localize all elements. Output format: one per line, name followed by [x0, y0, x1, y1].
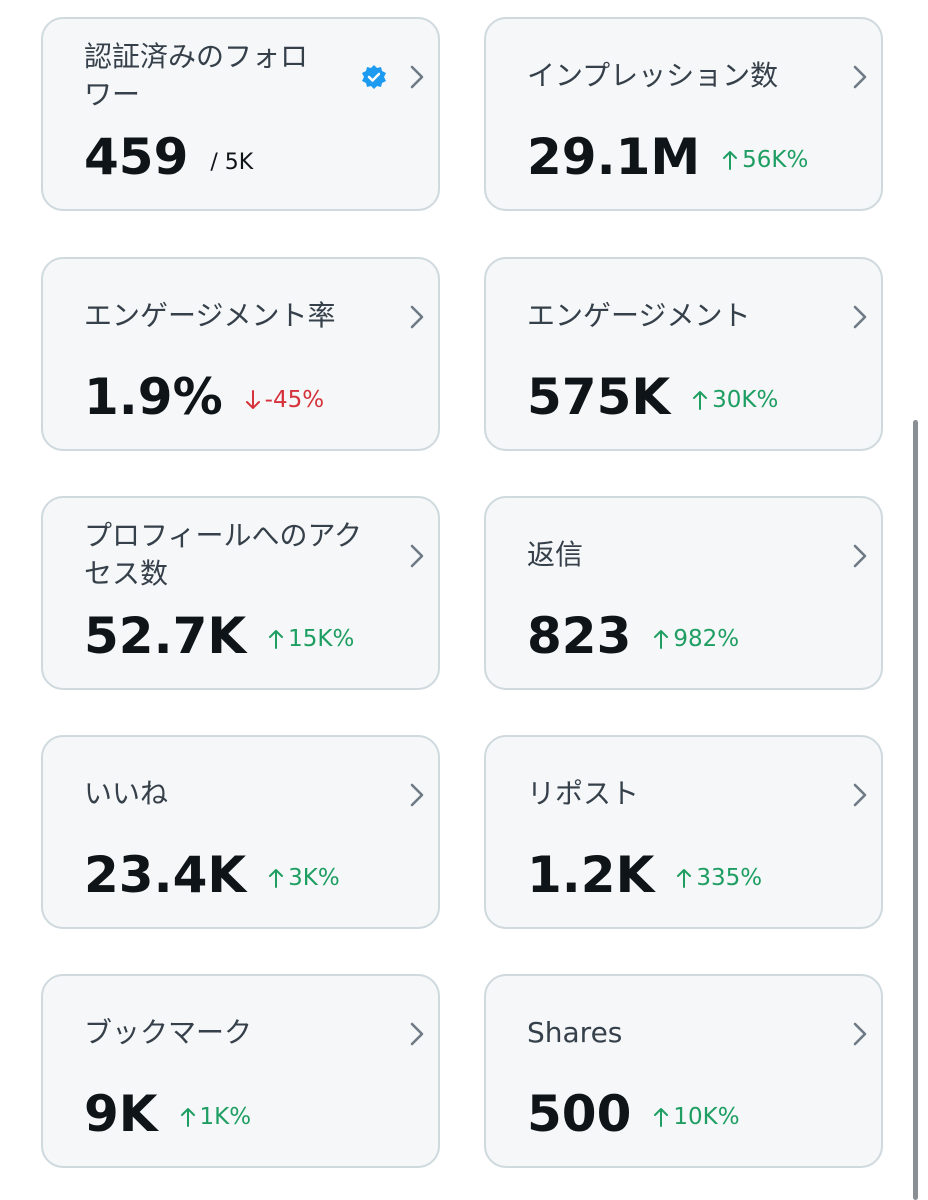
metric-change: 3K% [268, 865, 340, 891]
metric-value: 459 [84, 128, 189, 186]
metric-change: 56K% [722, 147, 808, 173]
chevron [853, 305, 867, 329]
label-box: リポスト [527, 755, 807, 833]
arrow-up [180, 1108, 195, 1127]
metric-card[interactable]: リポスト 1.2K 335% [484, 735, 883, 929]
metric-change: 335% [676, 865, 762, 891]
metric-label: 返信 [527, 538, 584, 571]
value-row: 1.9% -45% [84, 367, 324, 427]
change-text: 30K% [712, 387, 779, 413]
metric-label: 認証済みのフォロワー [84, 40, 309, 111]
label-box: エンゲージメント [527, 277, 807, 355]
chevron [853, 1022, 867, 1046]
metric-label: プロフィールへのアクセス数 [84, 519, 363, 590]
change-text: 335% [696, 865, 763, 891]
arrow-up [693, 391, 708, 410]
value-row: 29.1M 56K% [527, 127, 808, 187]
change-text: 10K% [673, 1104, 740, 1130]
metric-change: 10K% [653, 1104, 740, 1130]
metric-label: エンゲージメント率 [84, 299, 336, 332]
metric-value: 823 [527, 607, 632, 665]
arrow-up [269, 630, 284, 649]
chevron [410, 544, 424, 568]
metric-card[interactable]: 認証済みのフォロワー 459 / 5K [41, 17, 440, 211]
chevron [853, 65, 867, 89]
metric-value: 23.4K [84, 846, 247, 904]
value-row: 575K 30K% [527, 367, 778, 427]
change-text: 56K% [742, 147, 809, 173]
value-row: 823 982% [527, 606, 739, 666]
metric-label: インプレッション数 [527, 59, 779, 92]
metric-change: 15K% [268, 626, 354, 652]
metric-label: いいね [84, 777, 169, 810]
change-text: 15K% [288, 626, 355, 652]
chevron [853, 544, 867, 568]
label-box: 認証済みのフォロワー [84, 37, 334, 115]
value-row: 459 / 5K [84, 127, 253, 187]
metric-card[interactable]: エンゲージメント率 1.9% -45% [41, 257, 440, 451]
change-text: 1K% [199, 1104, 252, 1130]
metric-change: 1K% [180, 1104, 252, 1130]
arrow-up [654, 1108, 669, 1127]
metric-label: Shares [527, 1016, 623, 1049]
metric-card[interactable]: いいね 23.4K 3K% [41, 735, 440, 929]
metric-value: 575K [527, 368, 671, 426]
metric-card[interactable]: エンゲージメント 575K 30K% [484, 257, 883, 451]
label-box: プロフィールへのアクセス数 [84, 516, 364, 594]
label-box: いいね [84, 755, 364, 833]
chevron [410, 305, 424, 329]
metric-card[interactable]: インプレッション数 29.1M 56K% [484, 17, 883, 211]
metric-card[interactable]: Shares 500 10K% [484, 974, 883, 1168]
value-row: 500 10K% [527, 1084, 740, 1144]
metric-value: 1.2K [527, 846, 655, 904]
scrollbar [913, 420, 918, 1200]
metric-change: -45% [245, 387, 324, 413]
metric-value: 52.7K [84, 607, 247, 665]
metric-value: 1.9% [84, 368, 223, 426]
metric-value: 9K [84, 1085, 158, 1143]
value-row: 52.7K 15K% [84, 606, 354, 666]
metric-suffix: / 5K [210, 149, 254, 175]
value-row: 9K 1K% [84, 1084, 251, 1144]
chevron [410, 783, 424, 807]
label-box: 返信 [527, 516, 807, 594]
verified-badge [362, 65, 386, 89]
label-box: ブックマーク [84, 994, 364, 1072]
arrow-up [723, 151, 738, 170]
chevron [410, 65, 424, 89]
metric-card[interactable]: 返信 823 982% [484, 496, 883, 690]
arrow-up [269, 869, 284, 888]
metric-card[interactable]: ブックマーク 9K 1K% [41, 974, 440, 1168]
change-text: 3K% [288, 865, 340, 891]
metric-change: 30K% [692, 387, 778, 413]
label-box: エンゲージメント率 [84, 277, 364, 355]
change-text: 982% [673, 626, 740, 652]
change-text: -45% [264, 387, 325, 413]
metric-value: 500 [527, 1085, 632, 1143]
metric-value: 29.1M [527, 128, 701, 186]
value-row: 23.4K 3K% [84, 845, 340, 905]
metric-label: エンゲージメント [527, 299, 751, 332]
arrow-up [654, 630, 669, 649]
arrow-up [677, 869, 692, 888]
metric-card[interactable]: プロフィールへのアクセス数 52.7K 15K% [41, 496, 440, 690]
metric-label: ブックマーク [84, 1016, 253, 1049]
chevron [410, 1022, 424, 1046]
metric-label: リポスト [527, 777, 640, 810]
label-box: インプレッション数 [527, 37, 807, 115]
label-box: Shares [527, 994, 807, 1072]
metric-change: 982% [653, 626, 739, 652]
arrow-down [245, 390, 260, 409]
value-row: 1.2K 335% [527, 845, 762, 905]
chevron [853, 783, 867, 807]
